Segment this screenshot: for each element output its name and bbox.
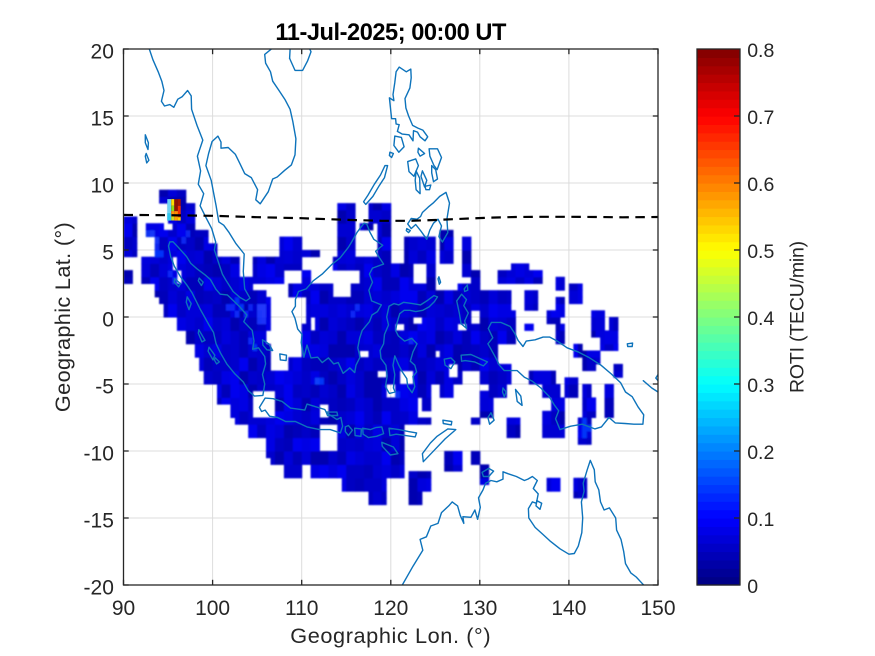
svg-text:0: 0	[747, 576, 758, 598]
svg-text:140: 140	[551, 597, 586, 620]
svg-text:90: 90	[112, 597, 135, 620]
svg-text:110: 110	[285, 597, 318, 620]
svg-text:ROTI (TECU/min): ROTI (TECU/min)	[787, 241, 809, 393]
svg-text:10: 10	[91, 174, 114, 197]
svg-text:0.2: 0.2	[747, 442, 774, 464]
svg-text:15: 15	[91, 107, 114, 130]
svg-text:0.8: 0.8	[747, 40, 774, 62]
svg-text:120: 120	[373, 597, 408, 620]
svg-text:100: 100	[195, 597, 230, 620]
svg-text:150: 150	[640, 597, 675, 620]
svg-text:-15: -15	[84, 509, 114, 532]
svg-text:20: 20	[91, 40, 114, 63]
svg-text:0: 0	[102, 308, 114, 331]
svg-text:0.7: 0.7	[747, 107, 774, 129]
svg-text:0.1: 0.1	[747, 509, 774, 531]
svg-text:Geographic Lon. (°): Geographic Lon. (°)	[290, 623, 491, 648]
svg-text:130: 130	[462, 597, 497, 620]
svg-text:0.6: 0.6	[747, 174, 774, 196]
svg-text:5: 5	[102, 241, 114, 264]
svg-text:-20: -20	[84, 576, 114, 599]
svg-text:Geographic Lat. (°): Geographic Lat. (°)	[50, 222, 75, 412]
svg-text:-5: -5	[95, 375, 114, 398]
svg-text:-10: -10	[84, 442, 114, 465]
svg-text:0.3: 0.3	[747, 375, 774, 397]
svg-text:0.5: 0.5	[747, 241, 774, 263]
svg-text:0.4: 0.4	[747, 308, 774, 330]
svg-text:11-Jul-2025; 00:00 UT: 11-Jul-2025; 00:00 UT	[275, 20, 507, 46]
